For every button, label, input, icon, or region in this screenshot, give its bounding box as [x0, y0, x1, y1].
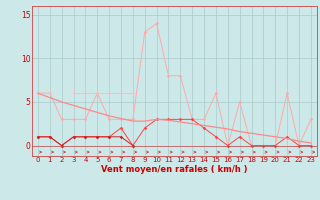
- X-axis label: Vent moyen/en rafales ( km/h ): Vent moyen/en rafales ( km/h ): [101, 165, 248, 174]
